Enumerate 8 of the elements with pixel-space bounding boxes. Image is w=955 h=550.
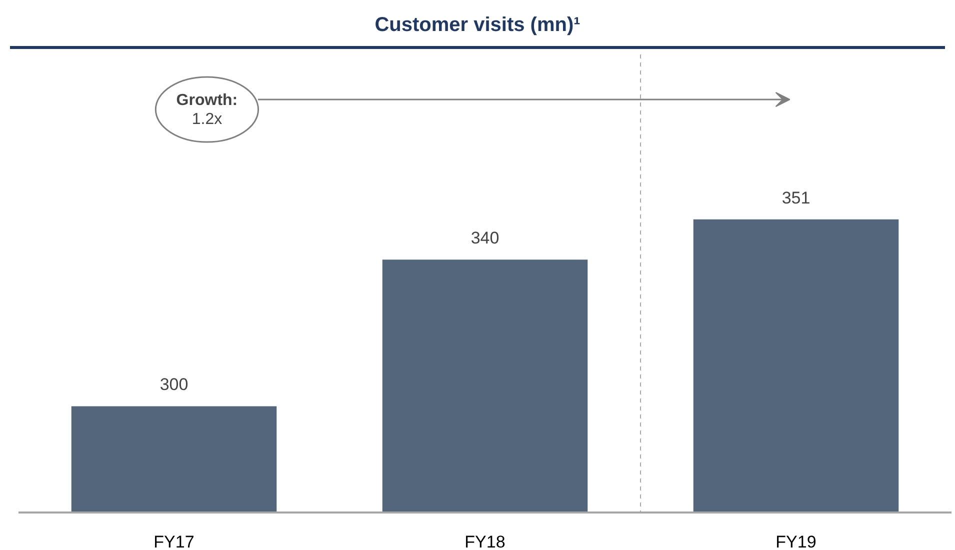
- data-label: 300: [160, 375, 188, 394]
- annotation: Growth: 1.2x: [176, 92, 238, 128]
- data-label: 340: [470, 228, 500, 248]
- x-tick-label: FY17: [154, 532, 194, 550]
- x-tick-label: FY19: [776, 532, 816, 550]
- data-label: 351: [782, 188, 810, 208]
- x-tick-label: FY18: [464, 532, 506, 550]
- chart-title: Customer visits (mn)¹: [374, 13, 580, 38]
